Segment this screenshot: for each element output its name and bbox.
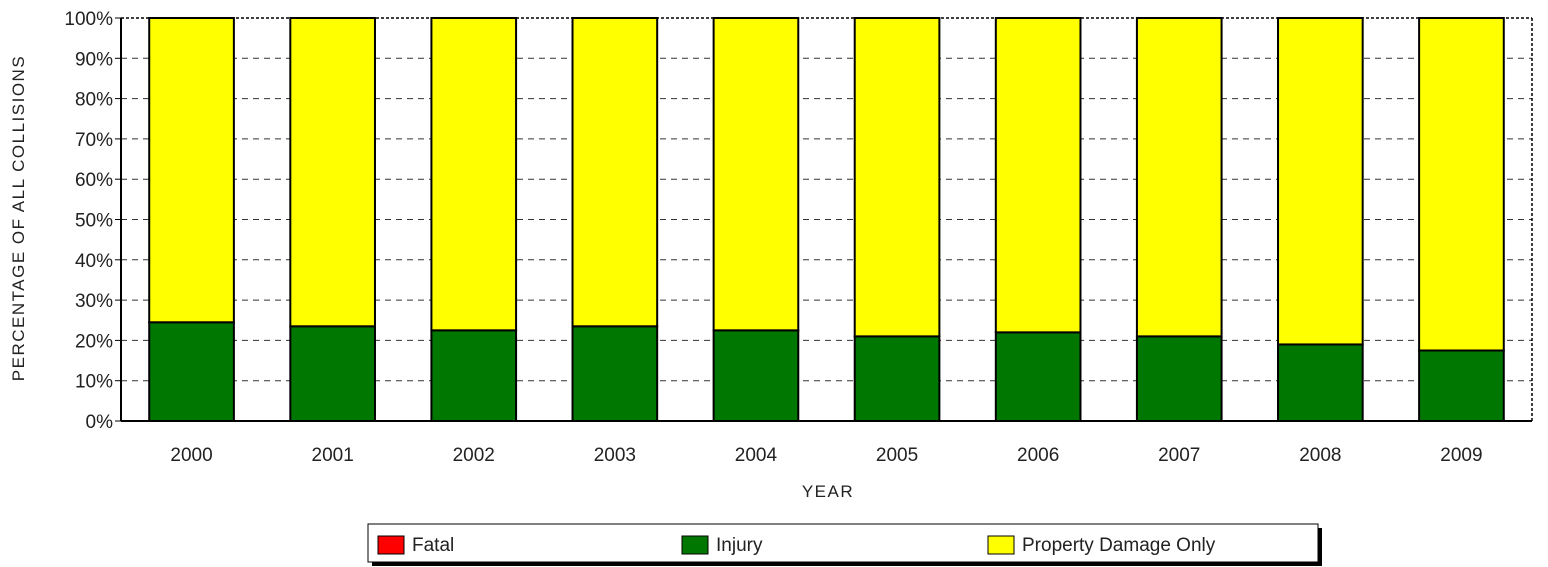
bar-segment-injury bbox=[148, 321, 235, 423]
y-axis-ticks: 0% 10% 20% 30% 40% 50% 60% 70% 80% 90% 100% bbox=[64, 9, 121, 433]
bar-segment-property-damage-only bbox=[712, 17, 800, 332]
bar-segment-property-damage-only bbox=[1277, 17, 1364, 346]
bar-segment-injury bbox=[712, 329, 800, 423]
x-tick-label: 2005 bbox=[876, 445, 918, 466]
legend-label: Fatal bbox=[412, 535, 454, 556]
legend-swatch bbox=[377, 535, 405, 555]
y-tick-label: 40% bbox=[75, 251, 113, 272]
bar-segment-injury bbox=[994, 331, 1082, 422]
y-tick-label: 20% bbox=[75, 331, 113, 352]
x-tick-label: 2007 bbox=[1158, 445, 1200, 466]
bar-segment-injury bbox=[571, 325, 659, 423]
bar-segment-property-damage-only bbox=[289, 17, 376, 328]
bar-segment-property-damage-only bbox=[853, 17, 941, 338]
legend-swatch bbox=[987, 535, 1015, 555]
x-tick-label: 2001 bbox=[312, 445, 354, 466]
y-tick-label: 80% bbox=[75, 90, 113, 111]
bar-segment-injury bbox=[289, 325, 376, 423]
y-tick-label: 60% bbox=[75, 170, 113, 191]
legend: Fatal Injury Property Damage Only bbox=[367, 523, 1322, 566]
x-axis-ticks: 2000 2001 2002 2003 2004 2005 2006 2007 2008 2009 bbox=[170, 445, 1482, 466]
bar-segment-injury bbox=[853, 335, 941, 422]
y-tick-label: 100% bbox=[64, 9, 113, 30]
bar-segment-property-damage-only bbox=[1135, 17, 1223, 338]
x-tick-label: 2002 bbox=[453, 445, 495, 466]
y-tick-label: 50% bbox=[75, 211, 113, 232]
y-axis-title: PERCENTAGE OF ALL COLLISIONS bbox=[9, 55, 28, 381]
legend-label: Injury bbox=[716, 535, 763, 556]
legend-label: Property Damage Only bbox=[1022, 535, 1216, 556]
x-tick-label: 2008 bbox=[1299, 445, 1341, 466]
x-axis-title: YEAR bbox=[802, 482, 854, 501]
y-tick-label: 10% bbox=[75, 372, 113, 393]
y-tick-label: 70% bbox=[75, 130, 113, 151]
x-tick-label: 2003 bbox=[594, 445, 636, 466]
bar-segment-injury bbox=[1277, 343, 1364, 422]
legend-items: Fatal Injury Property Damage Only bbox=[377, 535, 1216, 556]
y-tick-label: 90% bbox=[75, 49, 113, 70]
legend-swatch bbox=[681, 535, 709, 555]
bar-segment-property-damage-only bbox=[1418, 17, 1505, 352]
bar-segment-property-damage-only bbox=[148, 17, 235, 324]
x-tick-label: 2000 bbox=[170, 445, 212, 466]
legend-box bbox=[367, 523, 1319, 563]
x-tick-label: 2009 bbox=[1440, 445, 1482, 466]
bar-segment-property-damage-only bbox=[430, 17, 518, 332]
bar-segment-injury bbox=[1418, 349, 1505, 423]
bar-segment-injury bbox=[430, 329, 518, 423]
bar-segment-injury bbox=[1135, 335, 1223, 422]
x-tick-label: 2006 bbox=[1017, 445, 1059, 466]
bar-segment-property-damage-only bbox=[571, 17, 659, 328]
y-tick-label: 30% bbox=[75, 291, 113, 312]
bar-segment-property-damage-only bbox=[994, 17, 1082, 334]
x-tick-label: 2004 bbox=[735, 445, 778, 466]
y-tick-label: 0% bbox=[86, 412, 114, 433]
